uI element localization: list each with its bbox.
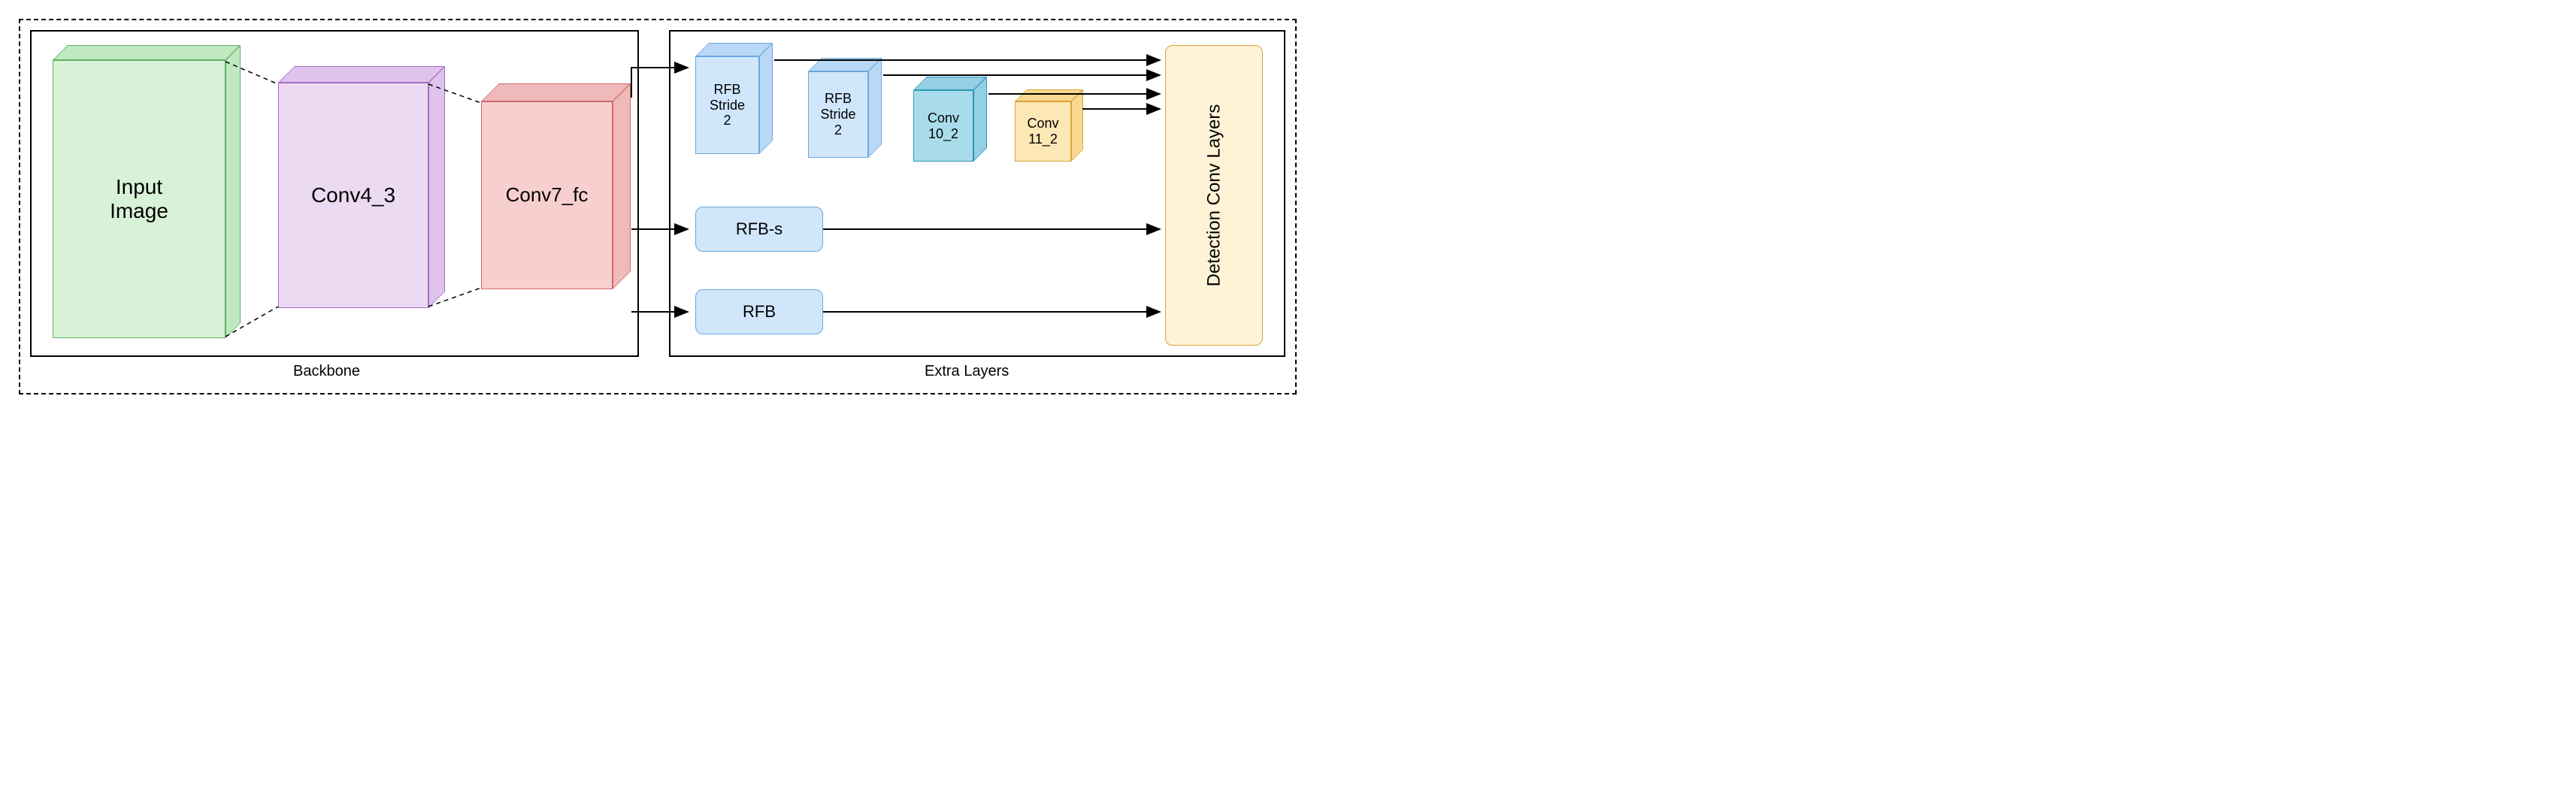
rfb_s-label: RFB-s	[736, 219, 782, 239]
input-label: Input Image	[53, 60, 226, 338]
conv4_3-block: Conv4_3	[278, 83, 445, 325]
backbone-label: Backbone	[293, 363, 360, 380]
conv10_2-block: Conv 10_2	[913, 90, 987, 175]
architecture-diagram: Backbone Extra Layers Input Image Conv4_3 Co…	[15, 15, 1303, 414]
detection-label: Detection Conv Layers	[1203, 104, 1224, 287]
extra-layers-label: Extra Layers	[925, 363, 1009, 380]
rfb-label: RFB	[743, 302, 776, 322]
rfb-box: RFB	[695, 289, 823, 334]
conv11_2-label: Conv 11_2	[1015, 101, 1071, 162]
conv11_2-block: Conv 11_2	[1015, 101, 1083, 174]
rfb_stride_a-label: RFB Stride 2	[695, 56, 759, 154]
conv7_fc-block: Conv7_fc	[481, 101, 631, 307]
rfb_s-box: RFB-s	[695, 207, 823, 252]
conv7_fc-label: Conv7_fc	[481, 101, 613, 289]
detection-box: Detection Conv Layers	[1165, 45, 1263, 346]
rfb_stride_a-block: RFB Stride 2	[695, 56, 773, 168]
conv4_3-label: Conv4_3	[278, 83, 428, 308]
input-block: Input Image	[53, 60, 241, 353]
rfb_stride_b-label: RFB Stride 2	[808, 71, 868, 158]
conv10_2-label: Conv 10_2	[913, 90, 973, 162]
rfb_stride_b-block: RFB Stride 2	[808, 71, 882, 171]
